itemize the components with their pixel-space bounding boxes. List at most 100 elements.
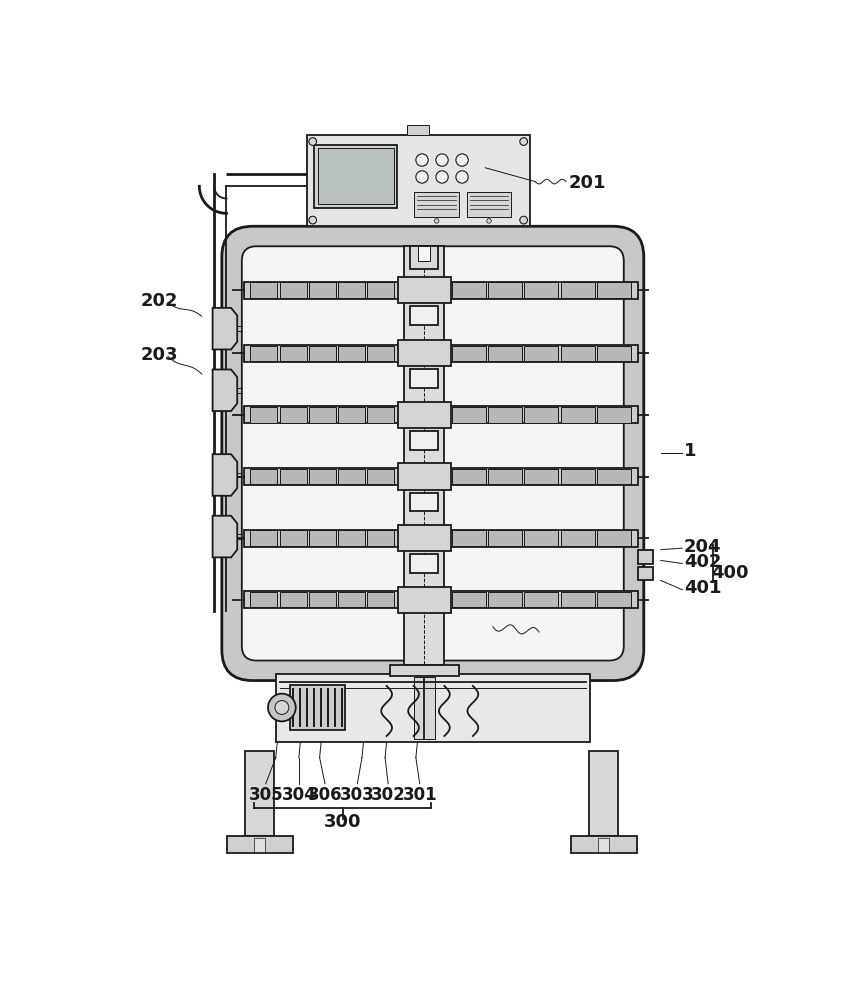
Bar [638,567,653,580]
Bar [561,592,595,607]
Bar [446,345,638,362]
FancyBboxPatch shape [222,226,644,681]
Bar [598,838,609,851]
Bar [452,596,631,604]
Bar [596,469,631,484]
Bar [398,340,451,366]
Bar [488,469,522,484]
Bar [244,530,403,547]
Bar [488,530,522,546]
Bar [279,469,306,484]
Bar [309,282,336,298]
Bar [244,406,403,423]
Bar [309,346,336,361]
Bar [410,246,438,269]
Bar [452,534,631,542]
Circle shape [436,171,448,183]
Bar [390,665,459,676]
Text: 301: 301 [403,786,437,804]
Bar [250,534,397,542]
Bar [367,407,394,423]
Bar [418,246,431,261]
Bar [410,493,438,511]
Bar [309,530,336,546]
Bar [488,346,522,361]
Bar [525,346,558,361]
Bar [561,346,595,361]
Bar [488,407,522,423]
Bar [452,346,486,361]
Bar [398,402,451,428]
Bar [596,407,631,423]
Polygon shape [212,369,237,411]
Bar [398,525,451,551]
Bar [446,591,638,608]
Bar [410,306,438,325]
Bar [279,592,306,607]
Bar [398,340,451,366]
Bar [525,469,558,484]
Bar [398,463,451,490]
Text: 300: 300 [324,813,361,831]
Text: 201: 201 [569,174,606,192]
Bar [488,530,522,546]
Circle shape [436,154,448,166]
Bar [338,530,365,546]
Bar [638,567,653,580]
Bar [398,463,451,490]
Bar [561,407,595,423]
Bar [398,277,451,303]
Bar [596,592,631,607]
Bar [452,407,486,423]
Bar [561,282,595,298]
Circle shape [275,701,288,714]
Bar [367,346,394,361]
Bar [561,530,595,546]
Bar [338,346,365,361]
Bar [638,550,653,564]
Bar [525,407,558,423]
Bar [309,407,336,423]
Text: 401: 401 [684,579,722,597]
Bar [306,135,530,226]
Bar [244,530,403,547]
Bar [452,282,486,298]
Bar [309,346,336,361]
Text: 402: 402 [684,553,722,571]
Bar [446,406,638,423]
Bar [244,282,403,299]
Bar [452,349,631,357]
Bar [446,591,638,608]
Bar [244,345,403,362]
Bar [525,530,558,546]
Bar [398,525,451,551]
Bar [452,407,486,423]
Bar [404,246,444,665]
Bar [367,530,394,546]
Bar [596,530,631,546]
Bar [244,345,403,362]
Bar [244,591,403,608]
Bar [571,836,637,853]
Bar [488,407,522,423]
Bar [279,407,306,423]
Bar [279,407,306,423]
Bar [488,469,522,484]
Bar [596,282,631,298]
Bar [452,411,631,419]
Bar [488,592,522,607]
Bar [244,468,403,485]
Bar [279,346,306,361]
Bar [338,346,365,361]
FancyBboxPatch shape [242,246,624,661]
Bar [250,349,397,357]
Bar [250,592,277,607]
Bar [244,591,403,608]
Text: 202: 202 [140,292,178,310]
Bar [338,469,365,484]
Bar [525,592,558,607]
Bar [414,677,435,739]
Bar [446,530,638,547]
Bar [398,402,451,428]
Bar [452,346,486,361]
